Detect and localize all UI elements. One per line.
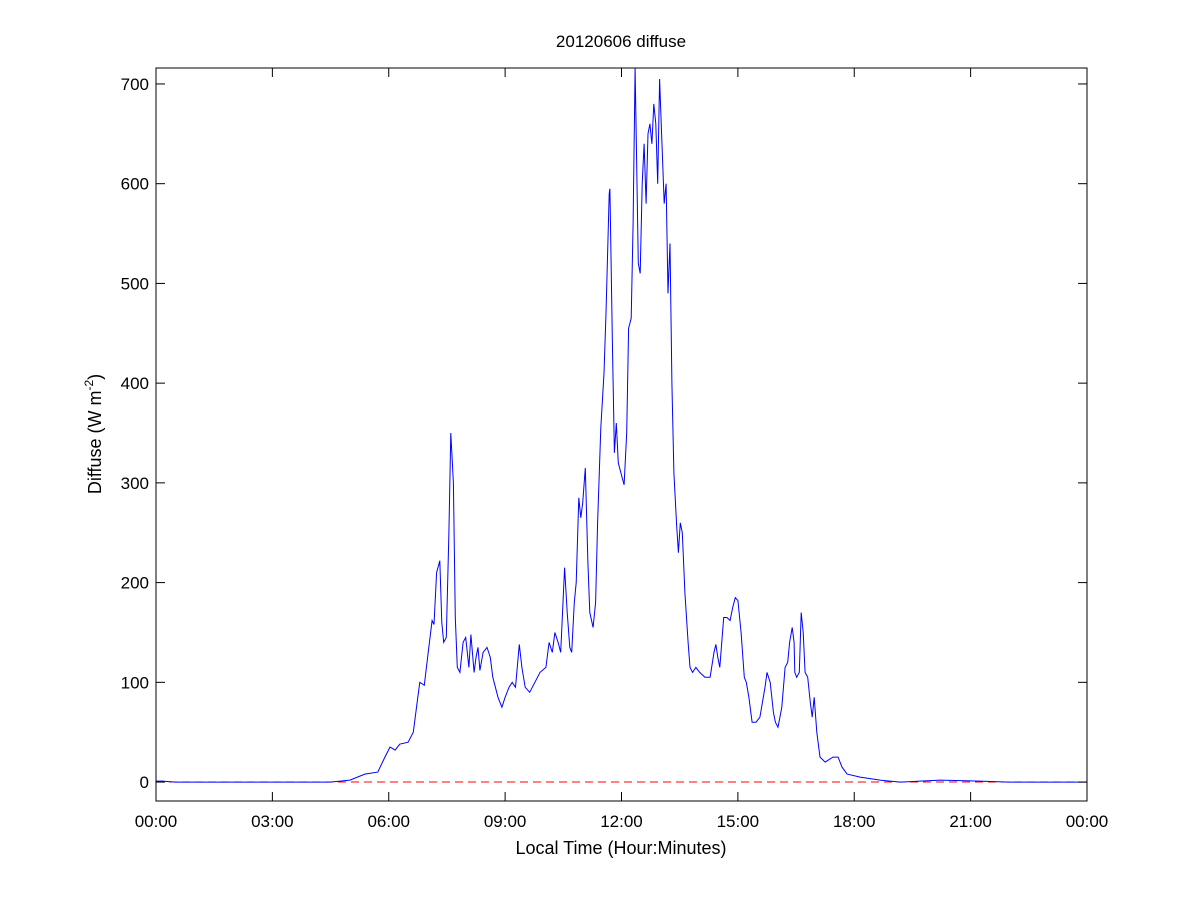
y-tick-label: 200 xyxy=(121,574,149,593)
y-axis-label-superscript: -2 xyxy=(82,379,96,390)
y-tick-label: 600 xyxy=(121,175,149,194)
x-tick-label: 00:00 xyxy=(135,812,178,831)
y-tick-label: 400 xyxy=(121,374,149,393)
x-tick-label: 21:00 xyxy=(949,812,992,831)
x-tick-label: 03:00 xyxy=(251,812,294,831)
chart-title: 20120606 diffuse xyxy=(556,32,686,51)
x-tick-label: 00:00 xyxy=(1066,812,1109,831)
x-axis-label: Local Time (Hour:Minutes) xyxy=(515,838,726,858)
plot-background xyxy=(156,68,1087,801)
diffuse-series-line xyxy=(156,67,1087,783)
x-tick-label: 12:00 xyxy=(600,812,643,831)
y-tick-label: 700 xyxy=(121,75,149,94)
x-tick-label: 09:00 xyxy=(484,812,527,831)
y-axis-label-main: Diffuse (W m xyxy=(85,390,105,494)
x-tick-label: 18:00 xyxy=(833,812,876,831)
y-axis-label-close: ) xyxy=(85,374,105,380)
y-axis-label: Diffuse (W m-2) xyxy=(82,374,105,494)
x-tick-label: 15:00 xyxy=(717,812,760,831)
y-tick-label: 0 xyxy=(140,773,149,792)
y-tick-label: 500 xyxy=(121,274,149,293)
x-tick-label: 06:00 xyxy=(367,812,410,831)
y-tick-label: 100 xyxy=(121,673,149,692)
y-tick-label: 300 xyxy=(121,474,149,493)
